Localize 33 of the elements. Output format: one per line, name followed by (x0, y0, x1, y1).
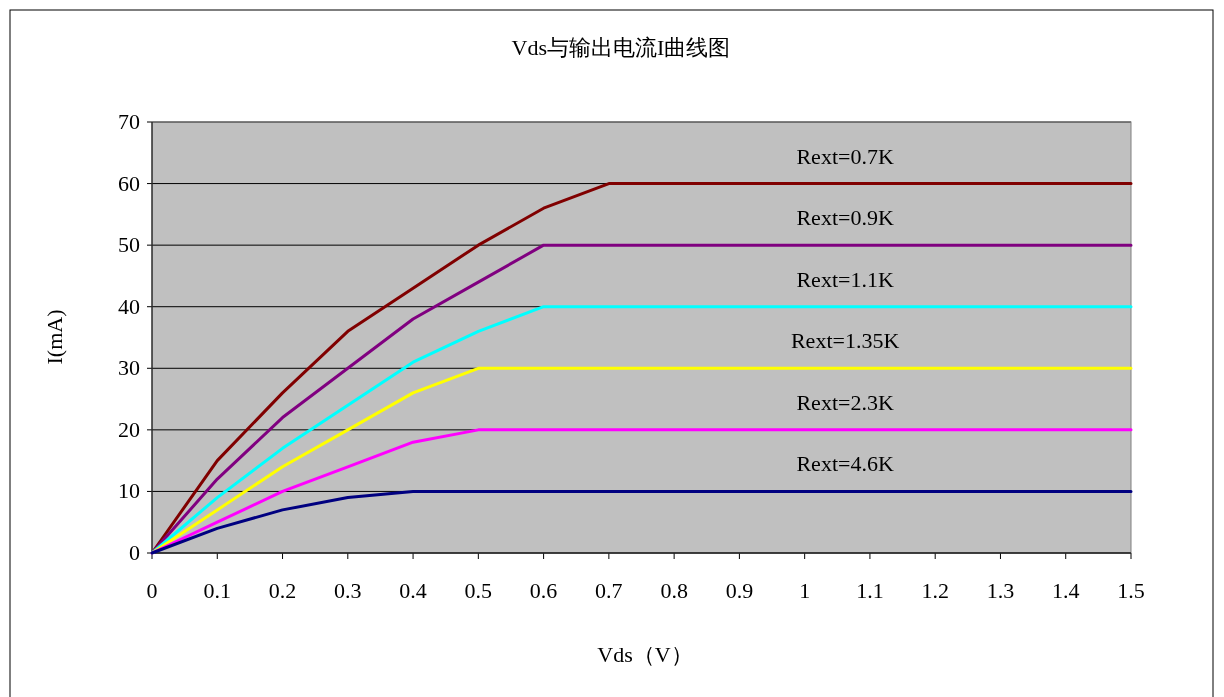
x-tick-label: 1.1 (856, 578, 884, 603)
y-tick-label: 40 (118, 293, 140, 319)
series-label: Rext=2.3K (796, 389, 894, 415)
x-tick-label: 0 (146, 578, 158, 603)
x-tick-label: 0.9 (725, 578, 754, 603)
y-tick-label: 60 (118, 170, 140, 196)
series-label: Rext=4.6K (796, 451, 894, 477)
series-label: Rext=1.35K (790, 328, 900, 354)
y-tick-label: 70 (118, 109, 140, 134)
x-tick-label: 1.5 (1117, 578, 1145, 603)
chart-title: Vds与输出电流I曲线图 (511, 35, 731, 60)
x-tick-label: 0.5 (464, 578, 493, 603)
y-tick-label: 0 (129, 540, 140, 565)
x-tick-label: 0.3 (334, 578, 362, 603)
series-label: Rext=1.1K (796, 266, 894, 292)
x-tick-label: 0.1 (203, 578, 232, 603)
y-tick-label: 50 (118, 232, 140, 258)
y-axis-title: I(mA) (42, 309, 67, 365)
y-tick-label: 20 (118, 416, 140, 442)
x-tick-label: 0.4 (399, 578, 427, 603)
x-tick-label: 1.4 (1051, 578, 1080, 603)
x-tick-label: 1.3 (986, 578, 1015, 603)
x-tick-label: 0.8 (660, 578, 688, 603)
x-tick-label: 0.2 (268, 578, 297, 603)
x-tick-label: 1.2 (921, 578, 949, 603)
series-label: Rext=0.7K (796, 143, 894, 169)
x-tick-label: 0.7 (595, 578, 623, 603)
x-tick-label: 0.6 (529, 578, 558, 603)
series-label: Rext=0.9K (796, 205, 894, 231)
x-axis-title: Vds（V） (597, 642, 693, 667)
x-tick-label: 1 (799, 578, 811, 603)
y-tick-label: 10 (118, 478, 140, 504)
y-tick-label: 30 (118, 355, 140, 381)
